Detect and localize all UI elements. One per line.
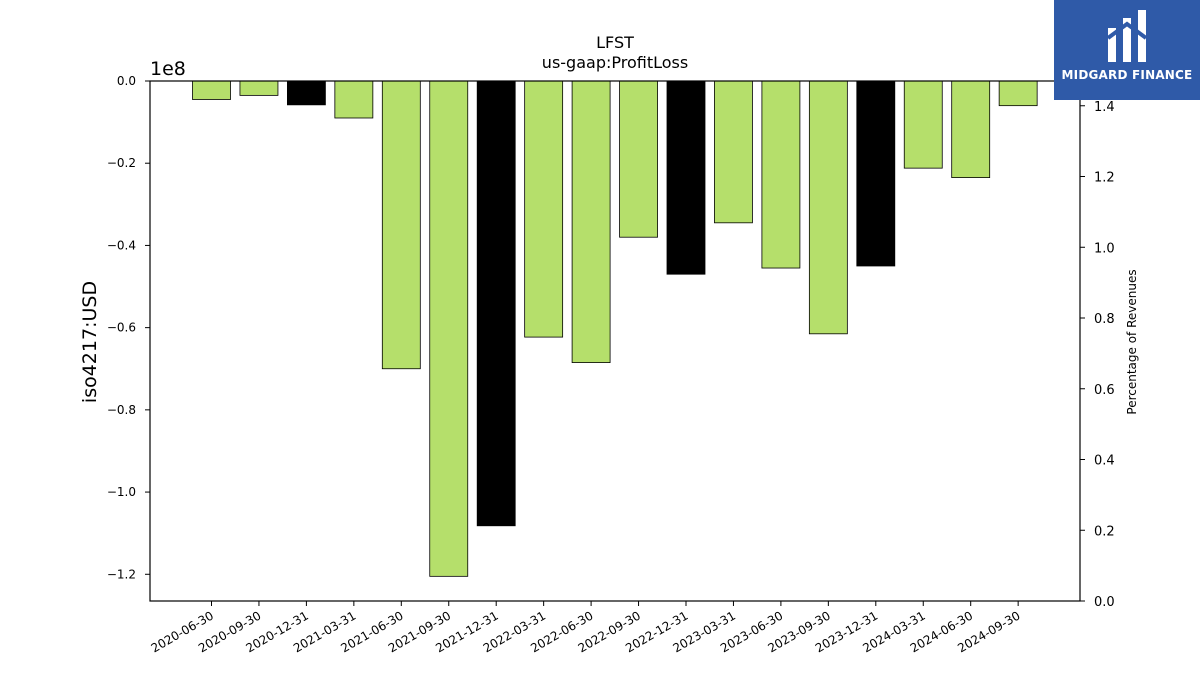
bar-2021-12-31: [476, 80, 516, 527]
bar-2024-09-30: [998, 80, 1038, 107]
y2-tick-label: 0.6: [1094, 383, 1115, 398]
midgard-logo-icon: [1106, 10, 1148, 62]
bar-2020-06-30: [192, 80, 231, 100]
y2-tick-label: 0.2: [1094, 524, 1115, 539]
y2-tick-label: 1.2: [1094, 171, 1115, 186]
y-tick-label: 0.0: [117, 74, 136, 88]
y-axis-label: iso4217:USD: [79, 281, 101, 403]
y-tick-label: −0.8: [107, 403, 136, 417]
y-offset-label: 1e8: [150, 58, 186, 80]
bar-2022-06-30: [571, 80, 611, 363]
logo-text: MIDGARD FINANCE: [1061, 68, 1193, 82]
chart-subtitle: us-gaap:ProfitLoss: [542, 53, 688, 72]
bar-2021-06-30: [381, 80, 421, 370]
bar-2020-12-31: [286, 80, 326, 106]
bar-2023-12-31: [856, 80, 896, 267]
bar-2023-03-31: [714, 80, 753, 224]
bar-2021-03-31: [334, 80, 374, 119]
y2-tick-label: 0.8: [1094, 312, 1115, 327]
bar-2024-03-31: [903, 80, 943, 169]
bar-2022-09-30: [619, 80, 658, 238]
bar-2024-06-30: [951, 80, 991, 179]
x-ticks-group: 2020-06-302020-09-302020-12-312021-03-31…: [149, 601, 1023, 655]
bar-2020-09-30: [239, 80, 279, 96]
chart-title: LFST: [596, 33, 634, 52]
y-tick-label: −0.6: [107, 321, 136, 335]
bar-2023-09-30: [808, 80, 848, 335]
y-tick-label: −0.4: [107, 238, 136, 252]
plot-frame: [149, 80, 1081, 602]
y2-tick-label: 0.4: [1094, 454, 1115, 469]
y-tick-label: −1.2: [107, 567, 136, 581]
midgard-finance-logo: MIDGARD FINANCE: [1054, 0, 1200, 100]
y2-tick-label: 0.0: [1094, 595, 1115, 610]
y2-tick-label: 1.4: [1094, 100, 1115, 115]
y-ticks-group: 0.0 −0.2 −0.4 −0.6 −0.8 −1.0 −1.2: [107, 74, 150, 581]
y2-tick-label: 1.0: [1094, 241, 1115, 256]
y2-ticks-group: 0.0 0.2 0.4 0.6 0.8 1.0 1.2 1.4: [1080, 100, 1115, 610]
bars-group: [192, 80, 1038, 577]
y-tick-label: −1.0: [107, 485, 136, 499]
bar-2022-03-31: [524, 80, 564, 338]
bar-2021-09-30: [429, 80, 469, 577]
y2-axis-label: Percentage of Revenues: [1125, 269, 1139, 414]
y-tick-label: −0.2: [107, 156, 136, 170]
bar-2023-06-30: [761, 80, 801, 269]
bar-2022-12-31: [666, 80, 706, 275]
